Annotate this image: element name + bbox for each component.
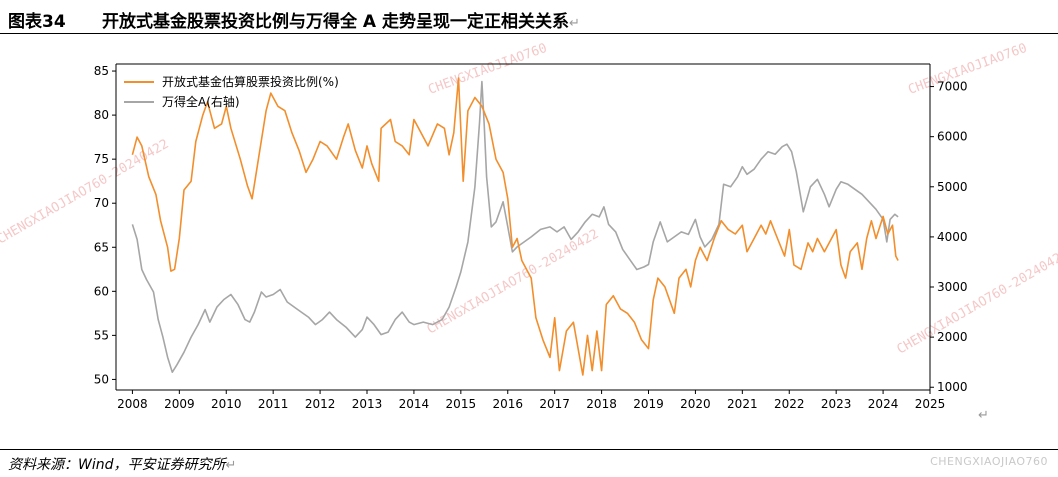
fund-equity-ratio-line: [131, 77, 899, 376]
right-tick-label: 6000: [937, 130, 968, 144]
figure-header: 图表34 开放式基金股票投资比例与万得全 A 走势呈现一定正相关关系↵: [0, 0, 1058, 34]
watermark-text: CHENGXIAOJIAO760-20240422: [425, 227, 602, 338]
left-tick-label: 70: [94, 196, 109, 210]
x-tick-label: 2011: [258, 397, 289, 411]
footer-rule: [0, 449, 1058, 450]
right-tick-label: 5000: [937, 180, 968, 194]
right-tick-label: 3000: [937, 280, 968, 294]
x-tick-label: 2020: [680, 397, 711, 411]
left-tick-label: 55: [94, 328, 109, 342]
x-tick-label: 2015: [446, 397, 477, 411]
left-tick-label: 85: [94, 64, 109, 78]
figure-label: 图表34: [8, 12, 66, 32]
x-tick-label: 2017: [539, 397, 570, 411]
left-tick-label: 60: [94, 284, 109, 298]
header-rule: [0, 33, 1058, 34]
x-tick-label: 2023: [821, 397, 852, 411]
x-tick-label: 2021: [727, 397, 758, 411]
x-tick-label: 2012: [305, 397, 336, 411]
x-tick-label: 2008: [117, 397, 148, 411]
return-mark-icon: ↵: [225, 458, 237, 473]
left-tick-label: 50: [94, 372, 109, 386]
left-tick-label: 80: [94, 108, 109, 122]
legend-label: 万得全A(右轴): [162, 94, 240, 109]
chart-figure: CHENGXIAOJIAO760-20240422 CHENGXIAOJIAO76…: [0, 41, 1058, 411]
right-tick-label: 1000: [937, 380, 968, 394]
right-tick-label: 7000: [937, 80, 968, 94]
x-tick-label: 2009: [164, 397, 195, 411]
footer-watermark: CHENGXIAOJIAO760: [930, 455, 1048, 468]
return-mark-icon: ↵: [978, 408, 989, 423]
x-tick-label: 2013: [352, 397, 383, 411]
source-text: 资料来源：Wind，平安证券研究所: [8, 457, 226, 473]
x-tick-label: 2014: [399, 397, 430, 411]
x-tick-label: 2016: [492, 397, 523, 411]
figure-title: 开放式基金股票投资比例与万得全 A 走势呈现一定正相关关系↵: [102, 7, 580, 32]
wind-all-a-index-line: [131, 80, 899, 373]
legend-label: 开放式基金估算股票投资比例(%): [162, 74, 339, 89]
right-tick-label: 4000: [937, 230, 968, 244]
x-tick-label: 2025: [915, 397, 946, 411]
watermark-text: CHENGXIAOJIAO760: [426, 41, 549, 98]
x-tick-label: 2022: [774, 397, 805, 411]
x-tick-label: 2024: [868, 397, 899, 411]
watermark-text: CHENGXIAOJIAO760-20240422: [895, 247, 1058, 358]
return-mark-icon: ↵: [569, 16, 580, 31]
left-tick-label: 75: [94, 152, 109, 166]
figure-title-text: 开放式基金股票投资比例与万得全 A 走势呈现一定正相关关系: [102, 12, 569, 32]
right-tick-label: 2000: [937, 330, 968, 344]
left-tick-label: 65: [94, 240, 109, 254]
x-tick-label: 2019: [633, 397, 664, 411]
watermark-text: CHENGXIAOJIAO760-20240422: [0, 137, 171, 248]
watermark-text: CHENGXIAOJIAO760: [906, 41, 1029, 98]
source-note: 资料来源：Wind，平安证券研究所↵: [8, 454, 236, 474]
x-tick-label: 2018: [586, 397, 617, 411]
x-tick-label: 2010: [211, 397, 242, 411]
